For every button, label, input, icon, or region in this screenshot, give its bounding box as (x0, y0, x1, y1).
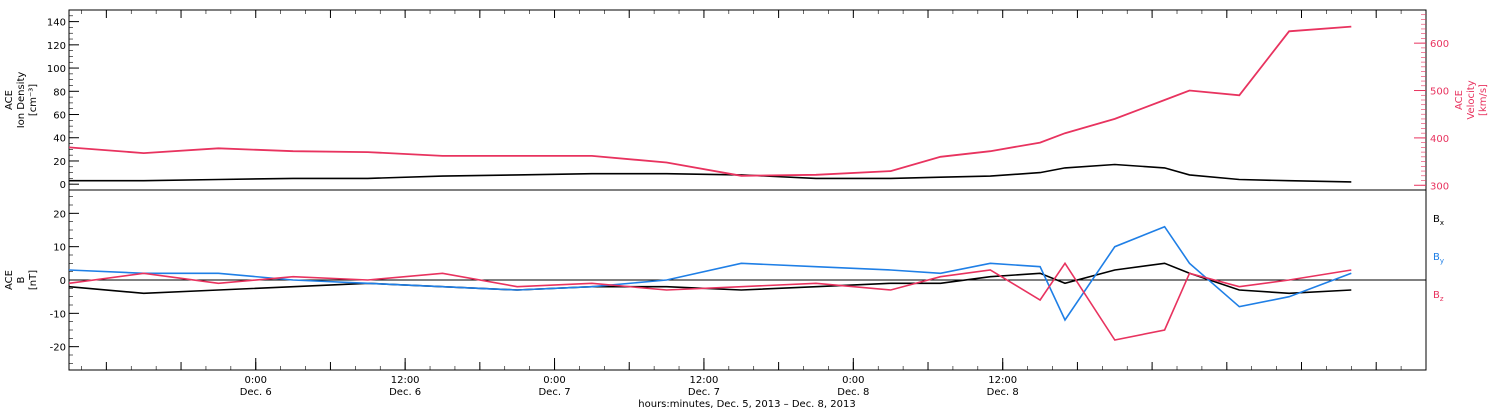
y-tick-label: 100 (47, 64, 66, 75)
y-tick-label: 0 (60, 276, 66, 287)
x-tick-date: Dec. 6 (389, 387, 421, 398)
legend-entry: By (1433, 252, 1444, 265)
y-tick-label: -10 (50, 309, 66, 320)
y2-tick-label: 500 (1430, 87, 1449, 98)
y-axis-label: Ion Density (16, 72, 27, 129)
y-tick-label: 0 (60, 180, 66, 191)
x-tick-date: Dec. 7 (688, 387, 720, 398)
series-by (68, 225, 1352, 322)
bottom-panel: -20 -10 0 10 20 ACE B [nT] Bx By Bz (4, 189, 1444, 371)
y-tick-label: 60 (53, 111, 66, 122)
x-tick-date: Dec. 7 (538, 387, 570, 398)
x-tick-time: 12:00 (988, 375, 1017, 386)
y-tick-label: 80 (53, 87, 66, 98)
x-axis-title: hours:minutes, Dec. 5, 2013 – Dec. 8, 20… (638, 399, 855, 410)
y2-tick-label: 300 (1430, 181, 1449, 192)
series-ion-density (69, 163, 1352, 183)
series-bx (68, 262, 1352, 295)
top-frame (68, 9, 1427, 191)
x-tick-time: 12:00 (690, 375, 719, 386)
y-tick-label: 10 (53, 243, 66, 254)
y2-axis-label: ACE (1454, 90, 1465, 110)
y-tick-label: 140 (47, 18, 66, 29)
y-axis-label: ACE (4, 90, 15, 110)
legend-entry: Bx (1433, 214, 1444, 227)
x-tick-time: 12:00 (391, 375, 420, 386)
x-tick-time: 0:00 (842, 375, 864, 386)
y-axis-label: B (16, 276, 27, 283)
series-bz (68, 261, 1352, 341)
y2-tick-label: 400 (1430, 134, 1449, 145)
y-tick-label: 20 (53, 209, 66, 220)
x-tick-time: 0:00 (543, 375, 565, 386)
y-tick-label: 20 (53, 157, 66, 168)
y-axis-label: ACE (4, 270, 15, 290)
x-tick-date: Dec. 8 (987, 387, 1019, 398)
y2-axis-label: Velocity (1466, 80, 1477, 119)
y-axis-label: [cm⁻³] (28, 84, 39, 116)
y-tick-label: 120 (47, 41, 66, 52)
x-tick-date: Dec. 8 (837, 387, 869, 398)
x-tick-date: Dec. 6 (240, 387, 272, 398)
series-velocity (68, 25, 1352, 177)
y-axis-label: [nT] (28, 270, 39, 290)
y-tick-label: -20 (50, 343, 66, 354)
y2-tick-label: 600 (1430, 39, 1449, 50)
x-tick-time: 0:00 (245, 375, 267, 386)
y2-axis-label: [km/s] (1478, 84, 1489, 116)
y-tick-label: 40 (53, 134, 66, 145)
legend-entry: Bz (1433, 290, 1444, 303)
